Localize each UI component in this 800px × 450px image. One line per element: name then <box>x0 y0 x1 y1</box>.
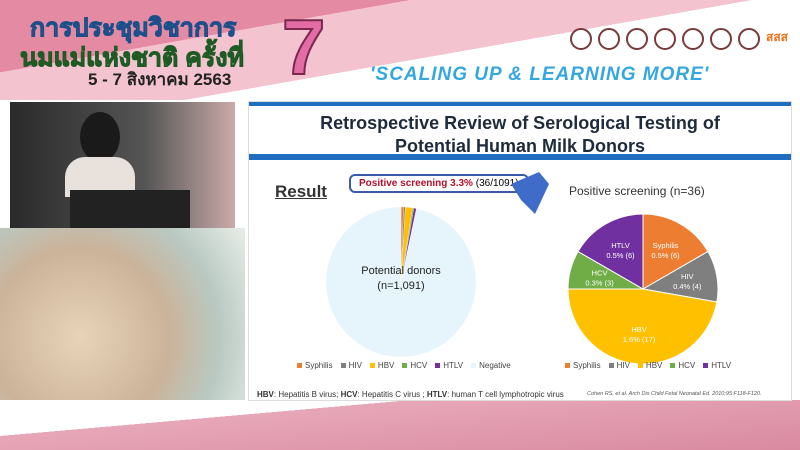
arrow-icon <box>511 172 549 214</box>
legend-item: HIV <box>608 361 630 370</box>
pie-slice-hbv <box>567 288 718 365</box>
center-sublabel: (n=1,091) <box>377 280 424 292</box>
slide-title-line2: Potential Human Milk Donors <box>394 136 646 156</box>
banner-date: 5 - 7 สิงหาคม 2563 <box>88 70 232 89</box>
pie-slice-negative <box>325 206 477 358</box>
legend-donors: Syphilis HIV HBV HCV HTLV Negative <box>297 361 511 370</box>
legend-swatch <box>471 363 477 368</box>
pie-chart-donors <box>325 206 477 358</box>
logo-icon <box>626 28 648 50</box>
result-label: Result <box>275 182 327 201</box>
presentation-slide: Retrospective Review of Serological Test… <box>248 101 792 401</box>
callout-bold: Positive screening 3.3% <box>359 178 473 189</box>
legend-swatch <box>297 363 302 368</box>
logo-icon <box>598 28 620 50</box>
slice-label: HTLV <box>611 241 630 250</box>
slice-label: Syphilis <box>653 241 679 250</box>
speaker-video <box>10 102 235 228</box>
chart-title: Positive screening (n=36) <box>569 184 705 198</box>
legend-item: HIV <box>340 361 362 370</box>
slide-title-line1: Retrospective Review of Serological Test… <box>320 113 720 133</box>
footnote: HBV: Hepatitis B virus; HCV: Hepatitis C… <box>257 390 564 399</box>
podium <box>70 190 190 228</box>
slice-label: 0.5% (6) <box>606 251 635 260</box>
legend-item: HCV <box>402 361 427 370</box>
slice-label: 1.6% (17) <box>623 335 656 344</box>
legend-positive: Syphilis HIV HBV HCV HTLV <box>565 361 731 370</box>
conference-banner: การประชุมวิชาการ นมแม่แห่งชาติ ครั้งที่ … <box>0 0 800 100</box>
slice-label: 0.5% (6) <box>651 251 680 260</box>
legend-item: Syphilis <box>297 361 333 370</box>
logo-icon <box>654 28 676 50</box>
banner-title-line1: การประชุมวิชาการ <box>29 14 237 43</box>
legend-item: Syphilis <box>565 361 601 370</box>
legend-item: HTLV <box>703 361 731 370</box>
legend-swatch <box>670 363 676 368</box>
logo-icon <box>710 28 732 50</box>
legend-swatch <box>402 363 408 368</box>
pie-slice-syphilis <box>642 213 709 290</box>
logo-icon <box>738 28 760 50</box>
slice-label: HIV <box>681 272 694 281</box>
thaihealth-logo: สสส <box>766 30 788 44</box>
citation: Cohen RS, et al. Arch Dis Child Fetal Ne… <box>587 391 762 397</box>
slide-title: Retrospective Review of Serological Test… <box>249 102 791 160</box>
logo-icon <box>570 28 592 50</box>
banner-number: 7 <box>281 2 326 92</box>
legend-swatch <box>369 363 375 368</box>
callout-rest: (36/1091) <box>475 178 519 189</box>
slice-label: HCV <box>592 268 608 277</box>
legend-swatch <box>608 363 614 368</box>
slice-label: 0.3% (3) <box>585 278 614 287</box>
pie-slice-htlv <box>577 213 644 290</box>
legend-item: Negative <box>471 361 511 370</box>
slice-label: HBV <box>631 325 646 334</box>
bottom-banner <box>0 400 800 450</box>
legend-swatch <box>340 363 346 368</box>
legend-swatch <box>703 363 709 368</box>
legend-item: HCV <box>670 361 695 370</box>
slice-label: 0.4% (4) <box>673 282 702 291</box>
legend-swatch <box>435 363 441 368</box>
legend-item: HBV <box>637 361 662 370</box>
legend-item: HTLV <box>435 361 463 370</box>
sponsor-logos: สสส <box>570 28 788 50</box>
banner-slogan: 'SCALING UP & LEARNING MORE' <box>370 64 710 85</box>
legend-swatch <box>565 363 570 368</box>
legend-swatch <box>637 363 643 368</box>
speaker-head <box>80 112 120 162</box>
banner-title-line2: นมแม่แห่งชาติ ครั้งที่ <box>20 44 245 73</box>
center-label: Potential donors <box>361 265 441 277</box>
legend-item: HBV <box>369 361 394 370</box>
logo-icon <box>682 28 704 50</box>
